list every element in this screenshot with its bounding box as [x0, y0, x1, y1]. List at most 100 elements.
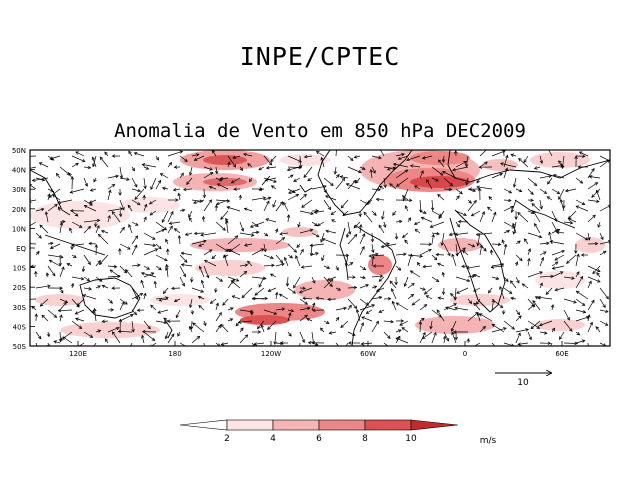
wind-arrow	[131, 320, 134, 332]
wind-arrow	[287, 243, 297, 253]
wind-arrow	[134, 152, 145, 157]
wind-arrow	[45, 211, 49, 223]
wind-arrow	[95, 330, 101, 333]
wind-arrow	[149, 199, 157, 205]
wind-arrow	[143, 204, 147, 212]
wind-arrow	[473, 274, 481, 278]
wind-arrow	[452, 166, 469, 171]
wind-arrowhead	[281, 262, 285, 267]
wind-arrowhead	[478, 165, 483, 169]
wind-arrowhead	[144, 203, 148, 208]
wind-arrow	[553, 174, 565, 179]
wind-arrow	[101, 230, 109, 234]
wind-arrowhead	[473, 199, 477, 204]
wind-arrow	[455, 247, 466, 256]
wind-arrowhead	[309, 228, 314, 233]
wind-arrowhead	[269, 273, 274, 277]
wind-arrowhead	[107, 215, 111, 219]
wind-arrowhead	[31, 178, 36, 182]
wind-arrowhead	[61, 266, 65, 270]
wind-arrowhead	[365, 302, 370, 306]
wind-arrowhead	[57, 200, 61, 205]
wind-arrowhead	[162, 290, 167, 295]
wind-arrow	[287, 155, 302, 163]
wind-arrow	[539, 320, 553, 326]
wind-arrow	[562, 155, 565, 169]
wind-arrow	[539, 188, 547, 194]
wind-arrow	[131, 221, 139, 226]
wind-arrow	[211, 150, 217, 157]
wind-arrowhead	[135, 296, 139, 300]
wind-arrow	[258, 276, 265, 288]
wind-arrowhead	[118, 213, 123, 218]
wind-arrow	[231, 177, 241, 184]
wind-arrowhead	[164, 258, 168, 262]
wind-arrow	[239, 309, 253, 313]
wind-arrow	[347, 305, 352, 311]
wind-arrow	[251, 197, 266, 201]
lat-label: 40N	[12, 167, 26, 175]
wind-arrow	[515, 329, 529, 333]
wind-arrow	[35, 285, 51, 289]
wind-arrow	[527, 188, 534, 195]
wind-arrow	[471, 210, 481, 217]
wind-arrow	[424, 287, 433, 295]
wind-arrowhead	[272, 203, 276, 208]
wind-arrowhead	[352, 275, 356, 279]
lat-label: 40S	[13, 323, 27, 331]
wind-arrowhead	[55, 172, 60, 177]
wind-arrow	[524, 238, 529, 245]
wind-arrow	[376, 287, 385, 292]
wind-arrowhead	[419, 209, 423, 214]
wind-arrow	[254, 342, 265, 345]
wind-arrowhead	[190, 279, 194, 283]
wind-arrow	[321, 157, 325, 168]
wind-arrow	[389, 280, 397, 289]
wind-arrowhead	[377, 187, 382, 192]
wind-arrow	[107, 275, 121, 278]
wind-arrowhead	[136, 308, 141, 312]
wind-arrowhead	[576, 253, 580, 258]
wind-arrowhead	[555, 230, 560, 235]
wind-arrowhead	[341, 177, 346, 182]
wind-arrowhead	[473, 288, 477, 292]
wind-arrow	[437, 194, 445, 201]
wind-arrowhead	[263, 248, 267, 253]
wind-arrowhead	[249, 224, 254, 228]
wind-arrow	[414, 221, 421, 225]
wind-arrow	[355, 177, 361, 184]
wind-arrowhead	[198, 265, 203, 270]
wind-arrowhead	[611, 160, 614, 163]
wind-arrowhead	[300, 248, 304, 253]
wind-arrow	[198, 296, 205, 300]
wind-arrow	[467, 312, 479, 322]
wind-arrowhead	[400, 319, 405, 323]
wind-arrowhead	[40, 207, 45, 212]
wind-arrowhead	[446, 337, 450, 342]
wind-arrow	[558, 188, 565, 200]
wind-arrow	[491, 212, 496, 223]
wind-arrowhead	[569, 221, 574, 225]
wind-arrow	[461, 265, 469, 267]
wind-arrow	[361, 316, 373, 322]
wind-arrow	[191, 287, 204, 293]
wind-arrow	[383, 320, 394, 323]
wind-arrow	[431, 254, 438, 261]
wind-arrow	[107, 265, 117, 268]
wind-arrowhead	[87, 261, 91, 266]
wind-arrow	[419, 304, 427, 311]
wind-arrowhead	[94, 244, 99, 248]
wind-arrow	[142, 164, 157, 168]
wind-arrow	[216, 199, 229, 205]
wind-arrowhead	[235, 278, 240, 282]
wind-arrow	[243, 153, 253, 157]
wind-arrowhead	[587, 348, 590, 351]
wind-arrowhead	[80, 277, 85, 281]
wind-arrowhead	[75, 317, 79, 321]
wind-arrowhead	[266, 200, 270, 205]
wind-arrowhead	[327, 297, 331, 302]
wind-arrow	[169, 221, 181, 224]
wind-arrow	[534, 223, 541, 234]
wind-arrowhead	[430, 207, 435, 212]
wind-arrow	[479, 243, 487, 252]
